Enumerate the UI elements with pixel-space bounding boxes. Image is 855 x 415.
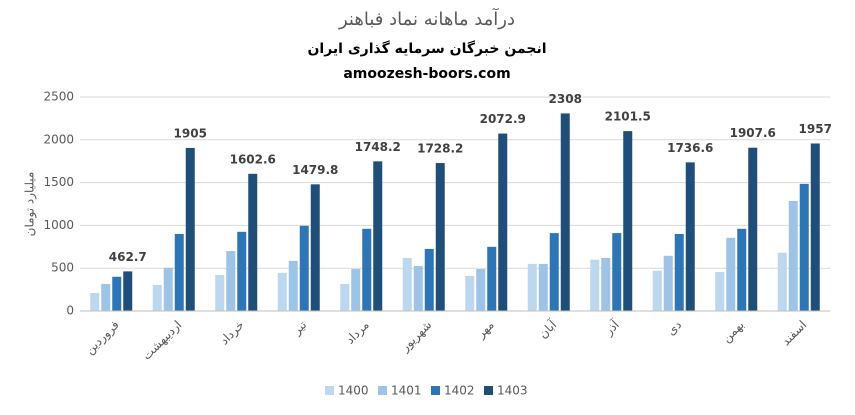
bar	[476, 269, 486, 311]
data-label: 1736.6	[667, 141, 713, 155]
y-tick-label: 2500	[43, 90, 74, 104]
data-label: 1907.6	[730, 126, 776, 140]
bar	[715, 272, 725, 311]
data-label: 1905	[174, 126, 207, 140]
data-label: 2072.9	[480, 112, 526, 126]
x-tick-label: فروردین	[82, 318, 122, 358]
x-tick-label: دی	[664, 318, 684, 338]
bar	[299, 225, 309, 311]
x-tick-label: آبان	[535, 317, 560, 342]
x-tick-label: بهمن	[719, 318, 747, 346]
bar	[498, 133, 508, 311]
bar	[560, 113, 570, 311]
x-tick-label: اسفند	[779, 318, 810, 349]
data-label: 2308	[549, 92, 582, 106]
bar	[435, 163, 445, 311]
legend-label: 1400	[338, 384, 369, 398]
bar	[788, 201, 798, 311]
x-tick-label: خرداد	[217, 318, 247, 348]
x-tick-label: شهریور	[397, 318, 435, 356]
x-tick-label: تیر	[289, 318, 310, 339]
bar	[163, 267, 173, 311]
legend-swatch	[325, 386, 334, 395]
y-tick-label: 2000	[43, 132, 74, 146]
bar	[685, 162, 695, 311]
bar	[310, 184, 320, 311]
bar	[652, 270, 662, 311]
bar	[413, 266, 423, 311]
bar	[799, 183, 809, 311]
chart-subtitle: انجمن خبرگان سرمایه گذاری ایران	[307, 40, 546, 57]
x-tick-label: اردیبهشت	[139, 318, 185, 364]
legend-label: 1403	[497, 384, 528, 398]
bar	[737, 228, 747, 311]
bar	[123, 271, 133, 311]
legend-swatch	[484, 386, 493, 395]
bar	[777, 252, 787, 311]
bar	[288, 260, 298, 311]
legend-label: 1402	[444, 384, 475, 398]
bar	[152, 284, 162, 311]
y-axis-label: میلیارد تومان	[23, 172, 38, 237]
bar	[726, 237, 736, 311]
bar	[748, 147, 758, 311]
bar	[351, 269, 361, 311]
bar	[248, 173, 258, 311]
bar	[90, 293, 100, 311]
bar	[590, 259, 600, 311]
bar	[674, 233, 684, 311]
bar	[101, 284, 111, 311]
y-tick-label: 500	[51, 261, 74, 275]
bar	[402, 257, 412, 311]
y-tick-label: 1000	[43, 218, 74, 232]
x-tick-label: آذر	[600, 317, 623, 340]
data-label: 1748.2	[355, 140, 401, 154]
data-label: 462.7	[109, 250, 147, 264]
legend-label: 1401	[391, 384, 422, 398]
chart-title: درآمد ماهانه نماد فباهنر	[338, 7, 515, 30]
bar	[226, 251, 236, 311]
x-tick-label: مرداد	[343, 318, 373, 348]
data-label: 2101.5	[605, 110, 651, 124]
bar	[112, 276, 122, 311]
bar	[601, 257, 611, 311]
data-label: 1602.6	[230, 152, 276, 166]
bar	[174, 233, 184, 311]
bar	[185, 147, 195, 311]
bar	[623, 131, 633, 311]
bar	[237, 231, 247, 311]
data-label: 1728.2	[417, 142, 463, 156]
bar	[340, 284, 350, 311]
bar	[362, 228, 372, 311]
legend-swatch	[431, 386, 440, 395]
bar	[549, 233, 559, 311]
bar	[487, 246, 497, 311]
bar	[424, 248, 434, 311]
legend-swatch	[378, 386, 387, 395]
data-label: 1957	[799, 122, 832, 136]
y-tick-label: 0	[66, 304, 74, 318]
bar	[465, 275, 475, 311]
x-tick-label: مهر	[473, 318, 497, 342]
bar	[277, 272, 287, 311]
bar	[215, 275, 225, 311]
bar	[527, 263, 537, 311]
y-tick-label: 1500	[43, 175, 74, 189]
bar	[538, 263, 548, 311]
bar	[663, 255, 673, 311]
bar	[612, 233, 622, 311]
chart-subtitle: amoozesh-boors.com	[343, 66, 510, 82]
bar	[810, 143, 820, 311]
data-label: 1479.8	[292, 163, 338, 177]
bar	[373, 161, 383, 311]
